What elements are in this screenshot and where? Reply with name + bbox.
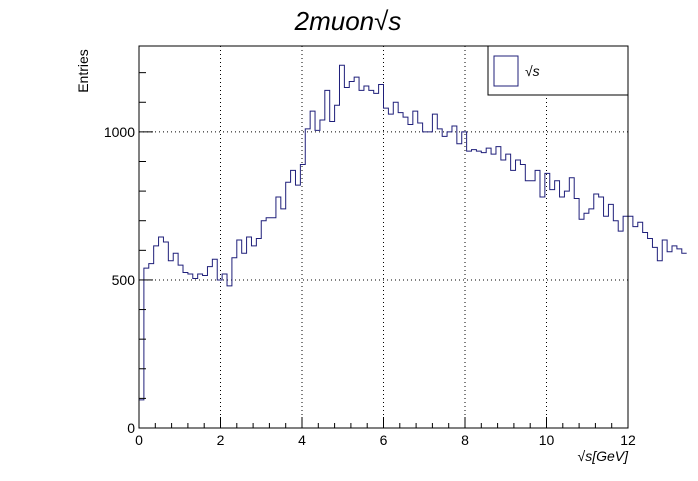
legend-swatch bbox=[493, 55, 519, 87]
x-tick-label: 10 bbox=[539, 432, 555, 448]
legend: √s bbox=[487, 45, 629, 96]
legend-label: √s bbox=[525, 63, 540, 79]
y-axis-label: Entries bbox=[75, 49, 91, 93]
y-tick-label: 500 bbox=[112, 272, 136, 288]
chart-title: 2muon√s bbox=[294, 6, 402, 36]
x-tick-label: 8 bbox=[461, 432, 469, 448]
x-tick-label: 6 bbox=[380, 432, 388, 448]
y-tick-label: 0 bbox=[127, 420, 135, 436]
x-tick-label: 4 bbox=[298, 432, 306, 448]
histogram-series-line bbox=[138, 64, 687, 428]
x-tick-label: 0 bbox=[135, 432, 143, 448]
y-tick-label: 1000 bbox=[104, 124, 135, 140]
x-axis-label: √s[GeV] bbox=[578, 448, 630, 464]
x-tick-label: 2 bbox=[217, 432, 225, 448]
x-tick-label: 12 bbox=[620, 432, 636, 448]
